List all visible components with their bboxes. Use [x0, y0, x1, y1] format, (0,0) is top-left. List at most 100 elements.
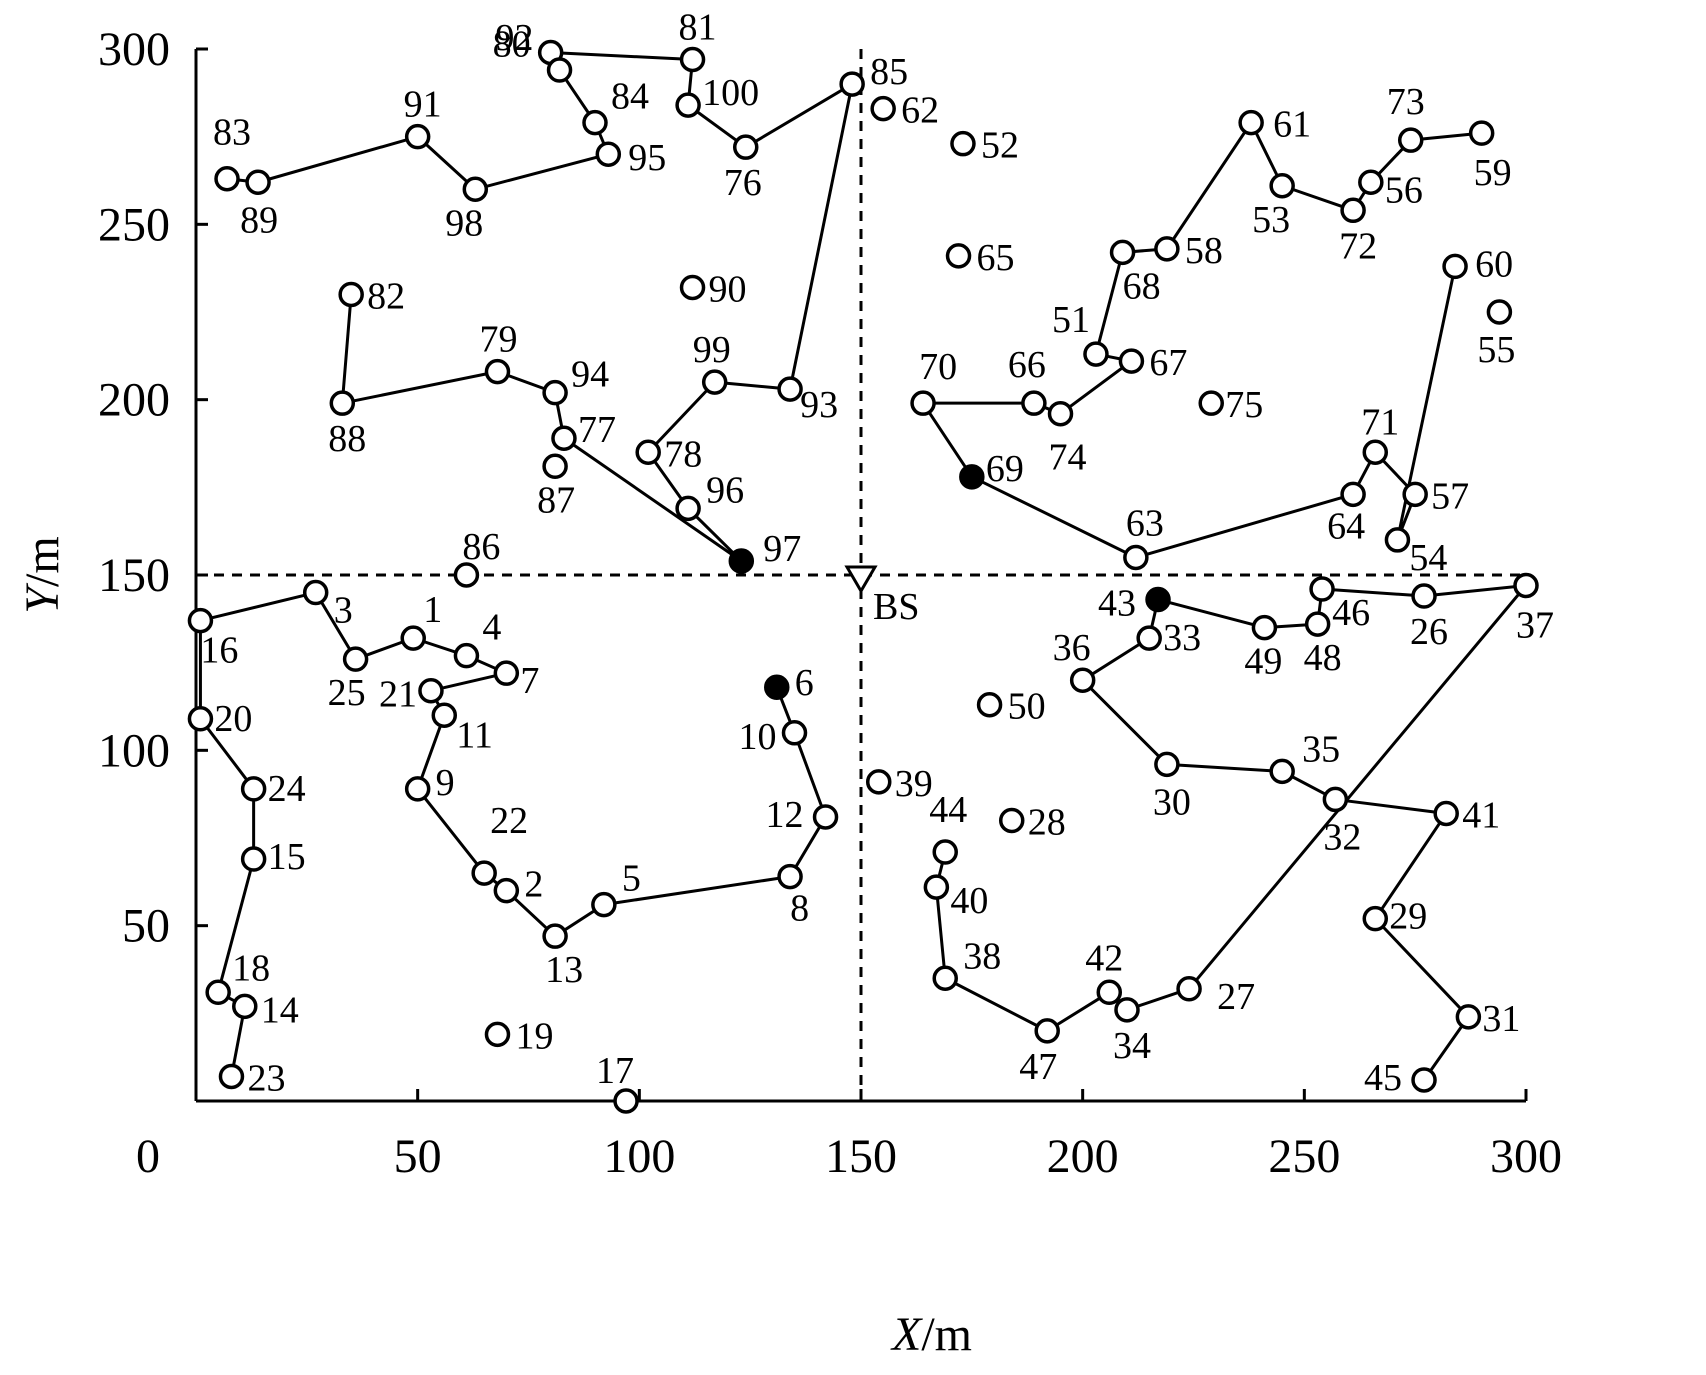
sensor-node: [471, 860, 497, 886]
node-label: 1: [423, 589, 442, 631]
sensor-node: [1114, 997, 1140, 1023]
node-label: 73: [1387, 81, 1425, 123]
sensor-nodes: [187, 39, 1539, 1114]
node-label: 71: [1361, 401, 1399, 443]
node-label: 66: [1008, 344, 1046, 386]
cluster-head-node: [764, 674, 790, 700]
node-label: 44: [929, 789, 967, 831]
sensor-node: [1411, 583, 1437, 609]
sensor-node: [950, 130, 976, 157]
x-tick-label: 200: [1047, 1130, 1119, 1183]
node-label: 15: [268, 836, 306, 878]
node-label: 41: [1462, 794, 1500, 836]
node-label: 33: [1163, 617, 1201, 659]
node-label: 56: [1385, 169, 1423, 211]
sensor-node: [1397, 127, 1424, 153]
sensor-node: [551, 425, 577, 451]
node-label: 95: [628, 137, 666, 179]
node-label: 99: [693, 329, 731, 371]
sensor-node: [635, 439, 661, 466]
sensor-node: [542, 923, 568, 949]
node-label: 46: [1332, 592, 1370, 634]
x-axis-title: X/m: [890, 1308, 972, 1361]
node-label: 75: [1225, 384, 1263, 426]
node-label: 5: [622, 858, 641, 900]
y-axis-variable: Y: [16, 583, 69, 614]
sensor-node: [1269, 758, 1295, 785]
sensor-node: [1136, 625, 1162, 651]
sensor-node: [218, 1063, 245, 1090]
y-tick-label: 100: [98, 724, 170, 777]
node-label: 88: [328, 418, 366, 460]
node-label: 90: [709, 268, 747, 310]
sensor-node: [245, 169, 271, 196]
sensor-node: [595, 141, 622, 167]
node-label: 77: [578, 409, 616, 451]
sensor-node: [404, 776, 431, 802]
node-label: 69: [986, 448, 1024, 490]
sensor-node: [1176, 976, 1202, 1002]
x-tick-label: 50: [394, 1130, 442, 1183]
sensor-node: [484, 358, 511, 385]
sensor-node: [1362, 439, 1389, 466]
sensor-node: [187, 706, 214, 732]
node-label: 65: [977, 237, 1015, 279]
x-tick-label: 250: [1268, 1130, 1340, 1183]
sensor-node: [1340, 197, 1366, 224]
node-label: 31: [1482, 998, 1520, 1040]
sensor-node: [1238, 109, 1264, 136]
node-label: 19: [515, 1015, 553, 1057]
node-label: 72: [1339, 225, 1377, 267]
sensor-node: [1513, 572, 1539, 599]
node-label: 60: [1475, 243, 1513, 285]
node-label: 11: [456, 714, 493, 756]
node-label: 64: [1327, 505, 1365, 547]
sensor-node: [1096, 979, 1123, 1006]
node-label: 80: [493, 24, 531, 66]
node-label: 81: [679, 7, 717, 49]
sensor-node: [1455, 1004, 1482, 1030]
node-label: 79: [479, 319, 517, 361]
node-label: 12: [766, 794, 804, 836]
sensor-node: [1486, 299, 1513, 325]
sensor-node: [1269, 173, 1295, 199]
sensor-node: [1304, 611, 1331, 637]
node-label: 25: [328, 672, 366, 714]
node-label: 40: [950, 880, 988, 922]
sensor-node: [591, 891, 617, 918]
node-label: 9: [436, 762, 455, 804]
cluster-head-node: [959, 464, 985, 490]
axes: [194, 47, 1528, 1103]
base-station: BS: [844, 565, 919, 628]
x-tick-label: 300: [1490, 1130, 1562, 1183]
y-tick-label: 150: [98, 549, 170, 602]
node-label: 85: [870, 51, 908, 93]
sensor-node: [865, 769, 892, 795]
sensor-node: [187, 607, 214, 634]
node-label: 78: [664, 433, 702, 475]
sensor-node: [1340, 481, 1366, 508]
node-label: 35: [1302, 728, 1340, 770]
sensor-node: [675, 92, 701, 118]
sensor-node: [701, 369, 728, 395]
node-label: 30: [1153, 781, 1191, 823]
node-label: 92: [496, 17, 534, 59]
node-label: 17: [596, 1050, 634, 1092]
node-label: 55: [1477, 329, 1515, 371]
node-label: 98: [445, 202, 483, 244]
sensor-node: [777, 863, 803, 890]
node-label: 39: [895, 763, 933, 805]
sensor-node: [675, 495, 701, 522]
sensor-node: [998, 807, 1025, 834]
node-label: 23: [247, 1057, 285, 1099]
sensor-node: [613, 1088, 639, 1114]
sensor-node: [302, 579, 329, 606]
sensor-node: [1154, 751, 1180, 778]
sensor-node: [870, 95, 896, 122]
y-axis-unit: /m: [16, 536, 69, 587]
sensor-node: [493, 660, 520, 686]
node-label: 42: [1085, 937, 1123, 979]
sensor-node: [923, 874, 950, 900]
node-label: 84: [611, 76, 649, 118]
